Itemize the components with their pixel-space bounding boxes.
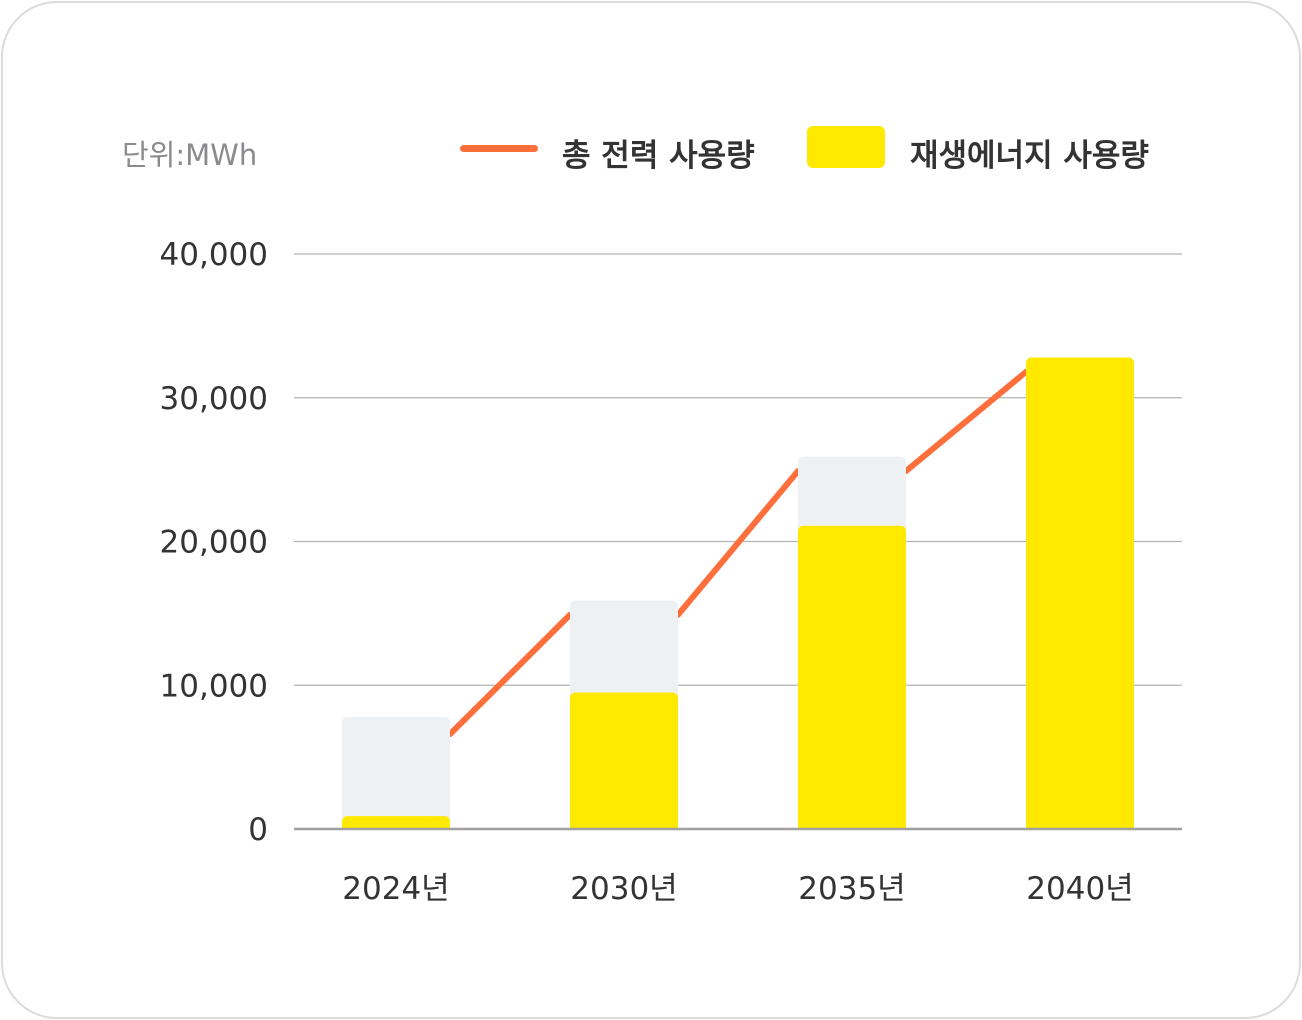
legend-total-label: 총 전력 사용량 — [562, 138, 755, 174]
y-tick-label: 0 — [248, 812, 268, 848]
total-usage-line-segment — [903, 368, 1029, 475]
renewable-bar — [1026, 357, 1134, 829]
x-tick-label: 2040년 — [1026, 871, 1133, 907]
renewable-bar — [342, 816, 450, 829]
x-tick-label: 2024년 — [342, 871, 449, 907]
x-tick-label: 2030년 — [570, 871, 677, 907]
legend-line-swatch — [460, 145, 538, 152]
total-bar — [342, 716, 450, 829]
x-tick-label: 2035년 — [798, 871, 905, 907]
y-tick-label: 10,000 — [160, 668, 268, 704]
y-tick-label: 20,000 — [160, 525, 268, 561]
y-tick-label: 30,000 — [160, 381, 268, 417]
unit-label: 단위:MWh — [122, 138, 258, 172]
legend-bar-swatch — [807, 126, 885, 168]
total-usage-line-segment — [675, 468, 801, 618]
renewable-bar — [798, 525, 906, 829]
renewable-bar — [570, 692, 678, 829]
legend-renewable-label: 재생에너지 사용량 — [910, 138, 1149, 174]
total-usage-line-segment — [447, 611, 573, 738]
y-tick-label: 40,000 — [160, 237, 268, 273]
